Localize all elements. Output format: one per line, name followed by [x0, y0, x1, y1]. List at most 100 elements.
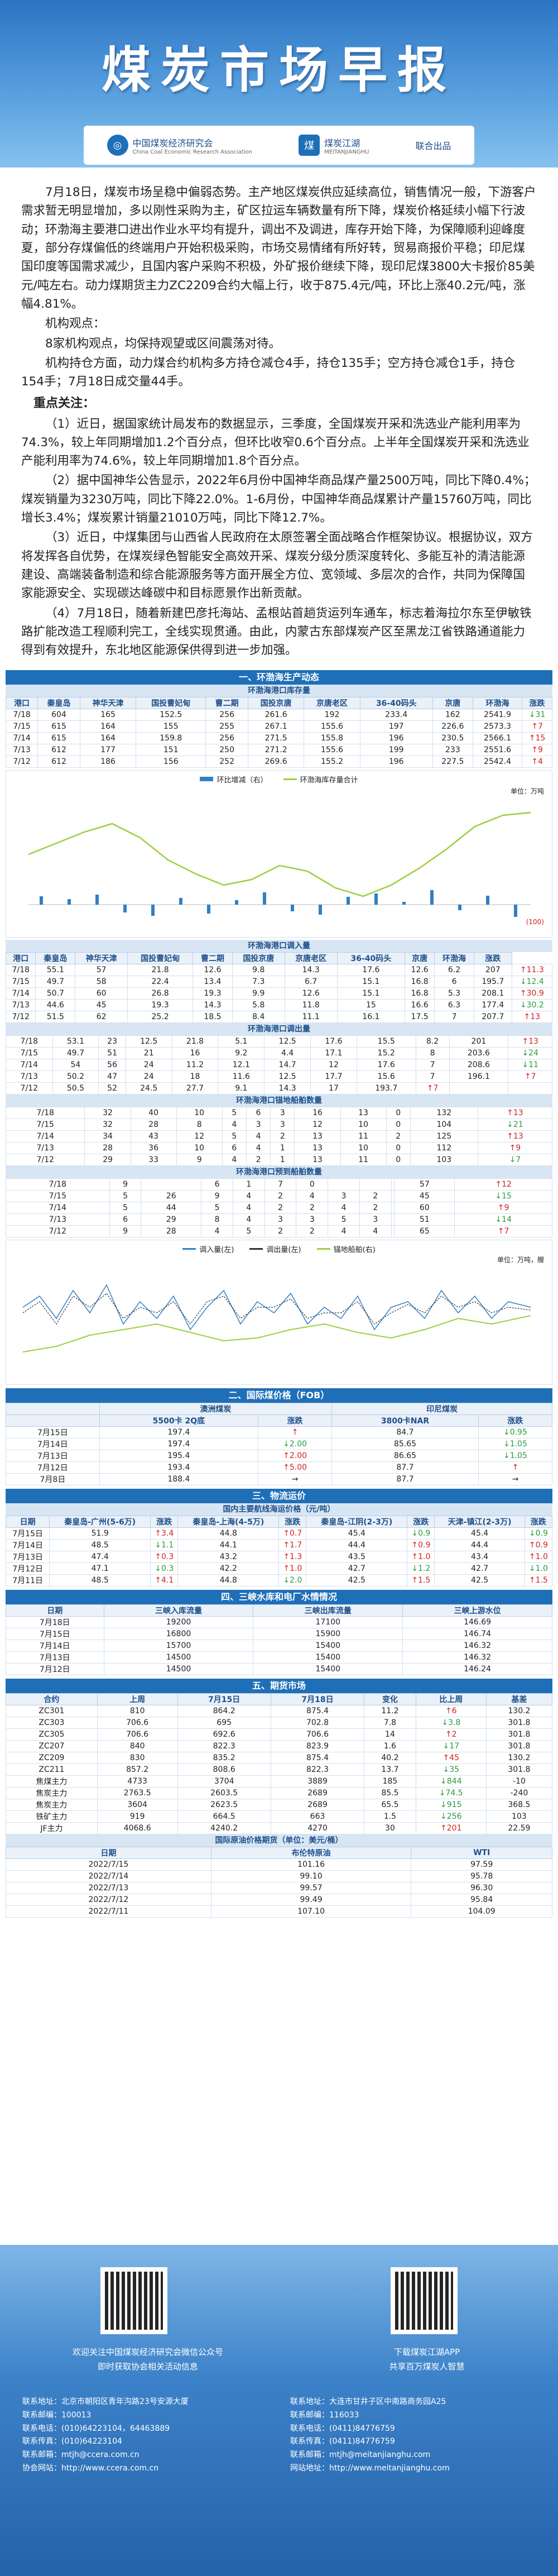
- table-cell: 233.4: [359, 708, 433, 721]
- table-cell: 7/14: [5, 732, 39, 744]
- table-cell: 30: [364, 1822, 416, 1834]
- table-cell: 3: [246, 1118, 271, 1131]
- institution-view-label: 机构观点：: [45, 317, 105, 331]
- col-header: 国投曹妃甸: [136, 696, 206, 709]
- table-cell: -10: [485, 1775, 553, 1788]
- oil-table: 日期 布伦特原油 WTI 2022/7/15 101.16 97.59 2022/7/14 9…: [6, 1846, 552, 1918]
- focus-item-4: （4）7月18日，随着新建巴彦托海站、孟根站首趟货运列车通车，标志着海拉尔东至伊…: [21, 606, 532, 658]
- table-cell: 822.3: [177, 1739, 271, 1752]
- table-cell: 5.3: [434, 987, 474, 1000]
- table-cell: 7/12: [5, 1010, 36, 1023]
- table-cell: 6.3: [434, 998, 474, 1011]
- table-cell: 1.6: [364, 1739, 416, 1752]
- table-cell: ↑5.00: [258, 1461, 333, 1474]
- table-cell: 177.4: [473, 998, 512, 1011]
- ccera-address: 联系地址：北京市朝阳区青年沟路23号安源大厦: [22, 2397, 189, 2406]
- table-cell: 201: [449, 1035, 509, 1048]
- table-cell: 62: [75, 1010, 128, 1023]
- ccera-qr-code[interactable]: [100, 2267, 167, 2334]
- ccera-contacts: 联系地址：北京市朝阳区青年沟路23号安源大厦 联系邮编：100013 联系电话：(0…: [22, 2396, 279, 2475]
- section-2-title: 二、国际煤价格（FOB）: [6, 1388, 552, 1403]
- table-cell: 7月8日: [6, 1473, 100, 1485]
- table-cell: 151: [136, 743, 206, 756]
- table-cell: ↑1.0: [278, 1562, 307, 1575]
- table-cell: 16: [294, 1106, 341, 1119]
- table-cell: 2: [359, 1201, 392, 1214]
- table-cell: 612: [37, 743, 80, 756]
- table-cell: 7.8: [364, 1716, 416, 1729]
- table-cell: ↑1.7: [278, 1538, 307, 1551]
- table-cell: 12.6: [284, 987, 338, 1000]
- table-cell: ↑4: [522, 755, 552, 768]
- table-cell: 5: [201, 1201, 233, 1214]
- col-header: 36-40码头: [359, 696, 433, 709]
- table-cell: -240: [485, 1786, 553, 1799]
- table-cell: 7/15: [5, 975, 36, 988]
- table-cell: 15.1: [336, 987, 406, 1000]
- table-cell: 65: [394, 1225, 455, 1237]
- joint-label: 联合出品: [415, 141, 451, 151]
- col-header: [6, 1414, 100, 1427]
- table-cell: 14500: [103, 1651, 254, 1664]
- table-row: JF主力 4068.6 4240.2 4270 30 ↑201 22.59: [6, 1822, 553, 1834]
- table-cell: 164: [79, 732, 137, 744]
- table-cell: 45.4: [434, 1527, 525, 1540]
- outflow-table-title: 环渤海港口调出量: [6, 1022, 552, 1035]
- outflow-line: [22, 1292, 531, 1325]
- table-cell: 2022/7/11: [6, 1905, 211, 1918]
- table-cell: ↑7: [508, 1070, 552, 1083]
- table-cell: 33: [130, 1153, 177, 1166]
- table-cell: ↓17: [415, 1739, 487, 1752]
- table-cell: 155.6: [304, 743, 360, 756]
- table-cell: 4270: [270, 1822, 365, 1834]
- table-cell: 159.8: [136, 732, 206, 744]
- table-cell: 162: [432, 708, 474, 721]
- table-cell: 5: [109, 1189, 142, 1202]
- table-cell: 86.65: [331, 1449, 479, 1462]
- table-cell: 47: [98, 1070, 126, 1083]
- table-row: ZC303 706.6 695 702.8 7.8 ↓3.8 301.8: [6, 1716, 553, 1729]
- table-cell: 13: [294, 1153, 341, 1166]
- table-cell: 177: [79, 743, 137, 756]
- table-cell: 16: [171, 1046, 219, 1059]
- table-cell: ↑6: [415, 1704, 487, 1717]
- table-cell: 192: [304, 708, 360, 721]
- flow-chart: 调入量(左) 调出量(左) 锚地船舶(右) 单位：万吨，艘: [6, 1239, 552, 1385]
- table-cell: 227.5: [432, 755, 474, 768]
- table-cell: 4: [328, 1201, 360, 1214]
- table-cell: 875.4: [270, 1704, 365, 1717]
- table-cell: 44.6: [35, 998, 76, 1011]
- table-cell: 261.6: [247, 708, 305, 721]
- col-header: 秦皇岛-上海(4-5万): [177, 1515, 280, 1528]
- table-row: 7月14日 15700 15400 146.32: [6, 1639, 552, 1652]
- table-cell: ↑3.4: [150, 1527, 179, 1540]
- col-header: 三峡上游水位: [402, 1604, 552, 1617]
- table-cell: 22.4: [127, 975, 194, 988]
- table-cell: 12: [310, 1058, 357, 1071]
- table-cell: 45.4: [306, 1527, 408, 1540]
- ccera-caption: 欢迎关注中国煤炭经济研究会微信公众号 即时获取协会相关活动信息: [72, 2347, 223, 2372]
- table-cell: 26: [141, 1189, 202, 1202]
- col-header: 上周: [97, 1693, 178, 1705]
- table-cell: 7月12日: [5, 1562, 50, 1575]
- table-row: 7月15日 197.4 ↑ 84.7 ↓0.95: [6, 1426, 553, 1438]
- table-cell: 4240.2: [177, 1822, 271, 1834]
- table-cell: 2: [386, 1130, 411, 1143]
- table-cell: ↑13: [477, 1130, 553, 1143]
- col-header: 京唐老区: [304, 696, 360, 709]
- table-cell: 14.3: [264, 1082, 311, 1095]
- table-row: 铁矿主力 919 664.5 663 1.5 ↓256 103: [6, 1810, 553, 1823]
- table-row: 7/13 28 36 10 6 4 1 13 10 0 112 ↑9: [5, 1141, 553, 1154]
- anchored-ships-title: 环渤海港口锚地船舶数量: [6, 1094, 552, 1107]
- table-cell: 32: [84, 1118, 131, 1131]
- table-row: ZC301 810 864.2 875.4 11.2 ↑6 130.2: [6, 1704, 553, 1717]
- table-cell: JF主力: [6, 1822, 98, 1834]
- table-cell: 44.1: [177, 1538, 280, 1551]
- app-qr-code[interactable]: [391, 2267, 458, 2334]
- table-cell: 2022/7/12: [6, 1893, 211, 1906]
- table-row: 2022/7/12 99.49 95.84: [6, 1893, 552, 1906]
- table-cell: 6: [109, 1213, 142, 1226]
- table-cell: 49.7: [52, 1046, 99, 1059]
- table-cell: ↑15: [522, 732, 552, 744]
- table-cell: 7/12: [6, 1225, 110, 1237]
